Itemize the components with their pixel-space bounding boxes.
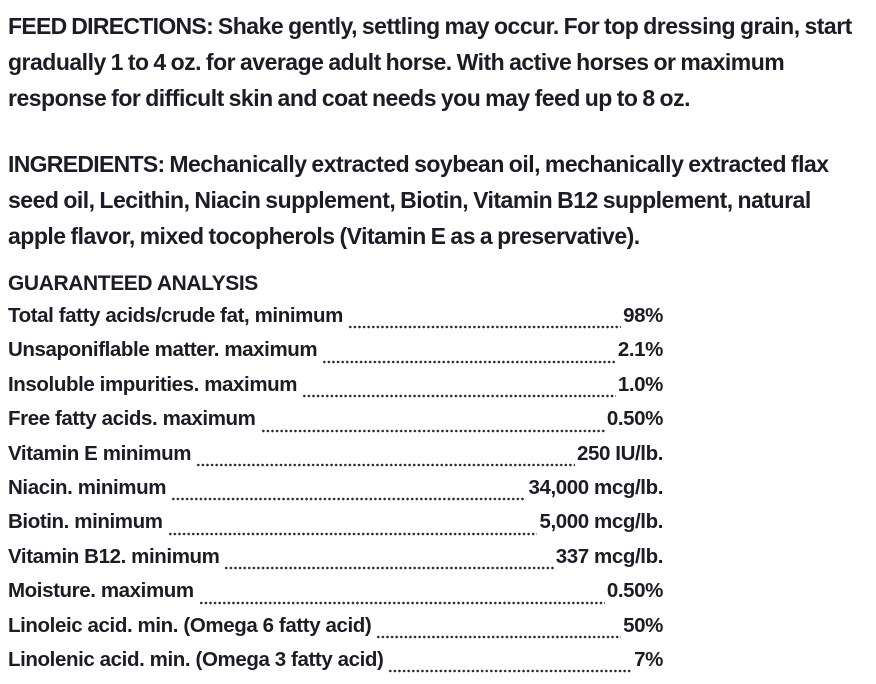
ingredients-paragraph: INGREDIENTS: Mechanically extracted soyb… [8, 146, 870, 254]
dot-leader [196, 462, 575, 467]
dot-leader [260, 428, 605, 433]
analysis-row: Vitamin B12. minimum 337 mcg/lb. [8, 545, 663, 579]
analysis-row-label: Vitamin B12. minimum [8, 544, 220, 568]
analysis-row-value: 250 IU/lb. [576, 441, 663, 465]
dot-leader [302, 394, 616, 399]
analysis-row-label: Free fatty acids. maximum [8, 407, 256, 431]
analysis-row-value: 98% [623, 304, 663, 327]
analysis-row: Unsaponiflable matter. maximum 2.1% [8, 338, 663, 372]
analysis-row: Moisture. maximum 0.50% [8, 579, 663, 613]
analysis-row-value: 34,000 mcg/lb. [528, 475, 663, 499]
dot-leader [167, 531, 538, 536]
dot-leader [388, 669, 633, 674]
analysis-row-value: 0.50% [606, 579, 664, 603]
analysis-row: Vitamin E minimum 250 IU/lb. [8, 442, 663, 476]
feed-directions-text: Shake gently, settling may occur. For to… [8, 13, 852, 111]
dot-leader [347, 325, 622, 330]
feed-directions-paragraph: FEED DIRECTIONS: Shake gently, settling … [8, 8, 870, 116]
dot-leader [171, 497, 527, 502]
analysis-row: Total fatty acids/crude fat, minimum 98% [8, 304, 663, 338]
analysis-row-value: 1.0% [617, 372, 664, 396]
analysis-row-value: 7% [634, 647, 663, 671]
analysis-row-label: Linoleic acid. min. (Omega 6 fatty acid) [8, 613, 372, 637]
dot-leader [198, 600, 605, 605]
analysis-row-label: Biotin. minimum [8, 510, 163, 534]
analysis-row-label: Vitamin E minimum [8, 441, 192, 465]
analysis-row: Biotin. minimum 5,000 mcg/lb. [8, 510, 663, 544]
guaranteed-analysis-heading: GUARANTEED ANALYSIS [8, 272, 258, 295]
analysis-row-value: 337 mcg/lb. [555, 544, 664, 568]
analysis-row: Linolenic acid. min. (Omega 3 fatty acid… [8, 648, 663, 682]
ingredients-text: Mechanically extracted soybean oil, mech… [8, 151, 829, 249]
analysis-row: Insoluble impurities. maximum 1.0% [8, 373, 663, 407]
analysis-row-label: Niacin. minimum [8, 475, 167, 499]
analysis-row-value: 50% [623, 613, 663, 637]
analysis-row-label: Insoluble impurities. maximum [8, 372, 298, 396]
analysis-row: Niacin. minimum 34,000 mcg/lb. [8, 476, 663, 510]
dot-leader [224, 566, 554, 571]
analysis-row-label: Unsaponiflable matter. maximum [8, 338, 318, 362]
analysis-row-value: 2.1% [617, 338, 664, 362]
analysis-row-label: Total fatty acids/crude fat, minimum [8, 304, 343, 327]
analysis-row-label: Moisture. maximum [8, 579, 194, 603]
dot-leader [322, 359, 616, 364]
feed-directions-heading: FEED DIRECTIONS: [8, 13, 214, 39]
analysis-row-value: 5,000 mcg/lb. [539, 510, 663, 534]
label-document: FEED DIRECTIONS: Shake gently, settling … [8, 8, 870, 682]
analysis-row-label: Linolenic acid. min. (Omega 3 fatty acid… [8, 647, 384, 671]
ingredients-heading: INGREDIENTS: [8, 151, 165, 177]
guaranteed-analysis-table: Total fatty acids/crude fat, minimum 98%… [8, 304, 663, 682]
analysis-row-value: 0.50% [606, 407, 664, 431]
dot-leader [376, 634, 622, 639]
analysis-row: Linoleic acid. min. (Omega 6 fatty acid)… [8, 614, 663, 648]
analysis-row: Free fatty acids. maximum 0.50% [8, 407, 663, 441]
